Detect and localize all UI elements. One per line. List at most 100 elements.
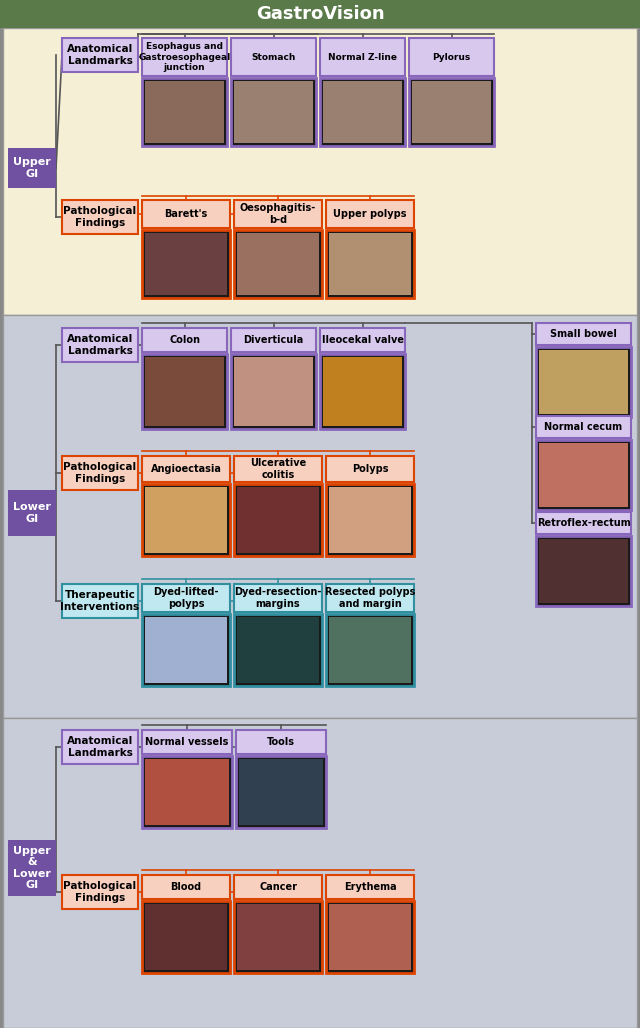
Bar [237, 904, 319, 970]
Bar [3, 28, 637, 315]
Bar [142, 901, 230, 972]
Bar [234, 357, 313, 426]
Bar [236, 756, 326, 828]
Bar [326, 584, 414, 612]
Bar [326, 456, 414, 482]
Text: Anatomical
Landmarks: Anatomical Landmarks [67, 44, 133, 66]
Text: Barett's: Barett's [164, 209, 207, 219]
Text: Dyed-lifted-
polyps: Dyed-lifted- polyps [153, 587, 219, 609]
Bar [237, 487, 319, 553]
Bar [326, 875, 414, 900]
Bar [237, 617, 319, 683]
Bar [234, 875, 322, 900]
Bar [329, 617, 411, 683]
Bar [62, 328, 138, 362]
Bar [3, 315, 637, 718]
Bar [234, 484, 322, 556]
Text: Normal vessels: Normal vessels [145, 737, 228, 747]
Bar [234, 584, 322, 612]
Bar [536, 536, 631, 605]
Bar [0, 0, 640, 28]
Bar [326, 614, 414, 686]
Bar [231, 38, 316, 76]
Bar [62, 38, 138, 72]
Bar [239, 759, 323, 825]
Text: Blood: Blood [170, 882, 202, 892]
Text: Retroflex-rectum: Retroflex-rectum [536, 518, 630, 528]
Text: Normal cecum: Normal cecum [545, 423, 623, 432]
Bar [234, 81, 313, 143]
Bar [145, 233, 227, 295]
Bar [142, 230, 230, 298]
Bar [142, 614, 230, 686]
Text: Dyed-resection-
margins: Dyed-resection- margins [234, 587, 322, 609]
Text: Resected polyps
and margin: Resected polyps and margin [325, 587, 415, 609]
Text: Pathological
Findings: Pathological Findings [63, 463, 136, 484]
Bar [326, 901, 414, 972]
Text: Tools: Tools [267, 737, 295, 747]
Bar [142, 38, 227, 76]
Text: Esophagus and
Gastroesophageal
junction: Esophagus and Gastroesophageal junction [138, 42, 230, 72]
Text: Therapeutic
Interventions: Therapeutic Interventions [60, 590, 140, 612]
Text: Cancer: Cancer [259, 882, 297, 892]
Text: Colon: Colon [169, 335, 200, 345]
Bar [536, 512, 631, 534]
Bar [234, 230, 322, 298]
Text: Lower
GI: Lower GI [13, 503, 51, 524]
Bar [3, 718, 637, 1028]
Text: Anatomical
Landmarks: Anatomical Landmarks [67, 334, 133, 356]
Bar [145, 759, 229, 825]
Bar [234, 614, 322, 686]
Bar [536, 323, 631, 345]
Bar [145, 81, 224, 143]
Bar [412, 81, 491, 143]
Bar [142, 730, 232, 754]
Bar [320, 354, 405, 429]
Bar [237, 233, 319, 295]
Bar [536, 440, 631, 510]
Text: Angioectasia: Angioectasia [150, 464, 221, 474]
Bar [8, 490, 56, 536]
Bar [536, 347, 631, 417]
Text: Stomach: Stomach [252, 52, 296, 62]
Text: Diverticula: Diverticula [243, 335, 303, 345]
Bar [62, 875, 138, 909]
Bar [142, 584, 230, 612]
Bar [329, 487, 411, 553]
Bar [234, 901, 322, 972]
Bar [539, 443, 628, 507]
Bar [536, 416, 631, 438]
Text: Ileocekal valve: Ileocekal valve [321, 335, 403, 345]
Bar [234, 456, 322, 482]
Bar [145, 487, 227, 553]
Bar [231, 78, 316, 146]
Bar [142, 328, 227, 352]
Bar [326, 200, 414, 228]
Bar [409, 78, 494, 146]
Bar [142, 456, 230, 482]
Bar [326, 484, 414, 556]
Bar [234, 200, 322, 228]
Bar [323, 357, 402, 426]
Bar [62, 584, 138, 618]
Bar [329, 904, 411, 970]
Bar [320, 328, 405, 352]
Text: Normal Z-line: Normal Z-line [328, 52, 397, 62]
Bar [142, 354, 227, 429]
Text: Upper
&
Lower
GI: Upper & Lower GI [13, 846, 51, 890]
Text: Oesophagitis-
b-d: Oesophagitis- b-d [240, 204, 316, 225]
Bar [145, 357, 224, 426]
Bar [8, 840, 56, 896]
Bar [145, 617, 227, 683]
Bar [539, 350, 628, 414]
Bar [145, 904, 227, 970]
Text: Pathological
Findings: Pathological Findings [63, 881, 136, 903]
Bar [323, 81, 402, 143]
Bar [62, 200, 138, 234]
Bar [142, 756, 232, 828]
Text: Upper polyps: Upper polyps [333, 209, 407, 219]
Text: GastroVision: GastroVision [256, 5, 384, 23]
Bar [142, 484, 230, 556]
Bar [142, 200, 230, 228]
Bar [236, 730, 326, 754]
